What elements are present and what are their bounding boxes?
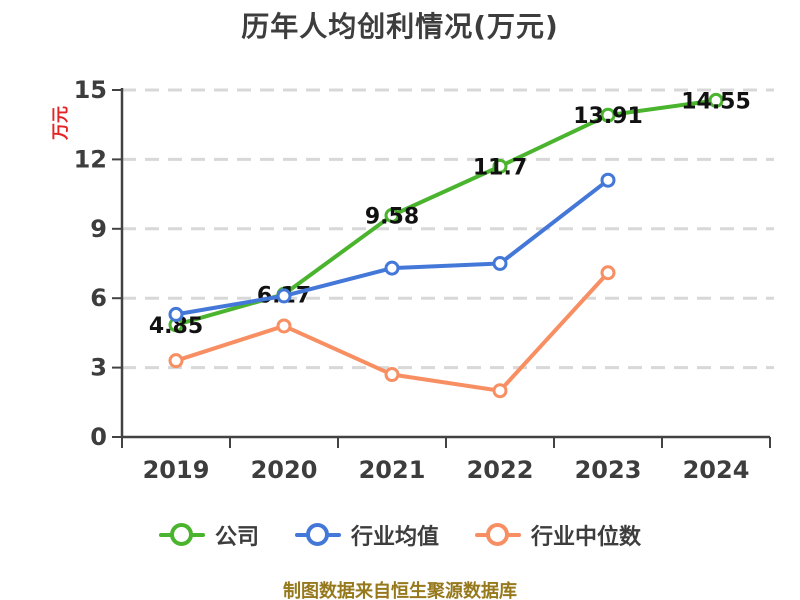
data-point-company-2024 xyxy=(708,92,724,108)
data-label-company-2021: 9.58 xyxy=(365,204,419,229)
legend-marker-icon xyxy=(294,523,341,547)
y-tick-label-0: 0 xyxy=(90,423,107,451)
chart-title: 历年人均创利情况(万元) xyxy=(241,10,559,43)
y-tick-label-6: 6 xyxy=(90,284,107,312)
data-label-company-2022: 11.7 xyxy=(473,155,527,180)
legend-item-industry-average[interactable]: 行业均值 xyxy=(294,519,439,551)
data-point-industry-average-2022 xyxy=(492,256,508,271)
x-tick-label-2019: 2019 xyxy=(143,456,210,484)
x-tick-label-2023: 2023 xyxy=(575,456,642,484)
data-point-industry-average-2021 xyxy=(384,260,400,276)
x-tick-label-2021: 2021 xyxy=(359,456,426,484)
data-label-company-2024: 14.55 xyxy=(681,89,751,114)
data-point-industry-median-2023 xyxy=(600,265,616,281)
legend-label: 行业均值 xyxy=(350,525,439,550)
data-point-industry-median-2021 xyxy=(384,367,400,383)
data-point-industry-average-2019 xyxy=(168,306,184,322)
y-tick-label-9: 9 xyxy=(90,215,107,243)
legend-circle-icon xyxy=(305,523,329,546)
x-tick-label-2020: 2020 xyxy=(251,456,318,484)
x-tick-label-2022: 2022 xyxy=(467,456,534,484)
data-point-industry-average-2023 xyxy=(600,172,616,188)
data-point-industry-average-2020 xyxy=(276,288,292,304)
data-point-company-2022 xyxy=(492,158,508,174)
data-point-industry-median-2020 xyxy=(276,318,292,334)
y-tick-label-3: 3 xyxy=(90,354,107,382)
data-point-industry-median-2022 xyxy=(492,383,508,399)
legend-circle-icon xyxy=(486,523,509,546)
y-tick-label-15: 15 xyxy=(74,76,107,104)
legend-item-industry-median[interactable]: 行业中位数 xyxy=(475,519,641,551)
data-point-company-2021 xyxy=(384,207,400,223)
x-tick-label-2024: 2024 xyxy=(683,456,750,484)
legend-circle-icon xyxy=(169,523,193,546)
series-line-industry-average xyxy=(174,178,610,317)
y-tick-label-12: 12 xyxy=(74,145,107,173)
data-point-company-2023 xyxy=(600,107,616,123)
legend-item-company[interactable]: 公司 xyxy=(158,519,259,551)
data-label-company-2023: 13.91 xyxy=(573,104,643,129)
legend-label: 行业中位数 xyxy=(531,525,642,550)
legend-label: 公司 xyxy=(214,525,259,550)
data-point-industry-median-2019 xyxy=(168,353,184,369)
legend-marker-icon xyxy=(158,523,205,547)
data-source-note: 制图数据来自恒生聚源数据库 xyxy=(283,581,517,600)
legend: 公司 行业均值 行业中位数 xyxy=(0,519,800,551)
legend-marker-icon xyxy=(475,523,521,547)
